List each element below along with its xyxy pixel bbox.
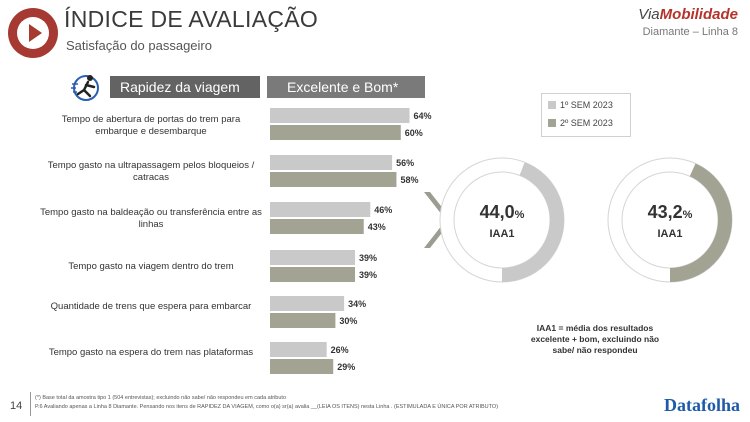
bar-s1 — [270, 342, 327, 357]
bar-s2 — [270, 313, 336, 328]
donut-2sem — [607, 157, 733, 283]
bar-s1 — [270, 250, 356, 265]
donut-label: IAA1 — [657, 228, 683, 240]
legend-swatch — [548, 101, 556, 109]
donut-segment — [440, 158, 564, 282]
donut-1sem — [439, 157, 565, 283]
brand-mobilidade: Mobilidade — [659, 6, 738, 23]
legend-swatch — [548, 119, 556, 127]
category-label: Tempo de abertura de portas do trem para… — [61, 114, 241, 137]
section-header: Rapidez da viagem — [110, 76, 260, 98]
legend-item-s1: 1º SEM 2023 — [548, 100, 613, 110]
page-number: 14 — [10, 400, 23, 412]
footnote-base: (*) Base total da amostra tipo 1 (504 en… — [35, 395, 287, 401]
bar-value-label: 56% — [396, 158, 414, 168]
line-info: Diamante – Linha 8 — [642, 26, 738, 38]
bar-s2 — [270, 125, 401, 140]
bar-value-label: 60% — [405, 128, 423, 138]
brand-logo: ViaMobilidade — [638, 6, 738, 23]
bar-value-label: 39% — [359, 270, 377, 280]
bar-s2 — [270, 172, 397, 187]
footnote-question: P.6 Avaliando apenas a Linha 8 Diamante.… — [35, 404, 499, 410]
donut-number: 43,2 — [647, 202, 683, 222]
bar-value-label: 30% — [339, 316, 357, 326]
category-label: Tempo gasto na espera do trem nas plataf… — [48, 347, 254, 358]
donut-segment — [608, 158, 732, 282]
bar-value-label: 58% — [400, 175, 418, 185]
category-label: Tempo gasto na baldeação ou transferênci… — [40, 207, 262, 230]
legend-label: 2º SEM 2023 — [560, 118, 613, 128]
bar-s1 — [270, 155, 393, 170]
donut-number: 44,0 — [479, 202, 515, 222]
bar-value-label: 39% — [359, 253, 377, 263]
donut-value: 44,0% — [457, 202, 547, 223]
play-icon — [17, 17, 49, 49]
donut-panel: 44,0% IAA1 43,2% IAA1 — [420, 150, 750, 290]
category-label: Quantidade de trens que espera para emba… — [50, 301, 252, 312]
page-subtitle: Satisfação do passageiro — [66, 38, 212, 53]
category-label: Tempo gasto na viagem dentro do trem — [68, 261, 234, 272]
bar-value-label: 64% — [414, 111, 432, 121]
legend: 1º SEM 2023 2º SEM 2023 — [541, 93, 631, 137]
bar-s2 — [270, 359, 334, 374]
bar-s2 — [270, 267, 356, 282]
bar-value-label: 46% — [374, 205, 392, 215]
bar-value-label: 43% — [368, 222, 386, 232]
bar-s1 — [270, 108, 410, 123]
datafolha-logo: Datafolha — [664, 395, 740, 415]
bar-value-label: 29% — [337, 362, 355, 372]
divider — [30, 392, 31, 416]
legend-item-s2: 2º SEM 2023 — [548, 118, 613, 128]
donut-pct: % — [682, 209, 693, 221]
runner-icon — [71, 75, 99, 101]
bar-value-label: 26% — [331, 345, 349, 355]
bar-s1 — [270, 296, 345, 311]
bar-s1 — [270, 202, 371, 217]
page-title: ÍNDICE DE AVALIAÇÃO — [64, 6, 319, 32]
bar-s2 — [270, 219, 364, 234]
chart-header: Excelente e Bom* — [267, 76, 425, 98]
iaa-note: IAA1 = média dos resultados excelente + … — [530, 323, 660, 355]
donut-value: 43,2% — [625, 202, 715, 223]
donut-label: IAA1 — [489, 228, 515, 240]
donut-pct: % — [514, 209, 525, 221]
brand-via: Via — [638, 6, 660, 23]
legend-label: 1º SEM 2023 — [560, 100, 613, 110]
logo-icon — [8, 8, 58, 58]
donut-charts — [424, 157, 733, 283]
category-label: Tempo gasto na ultrapassagem pelos bloqu… — [47, 160, 255, 183]
bar-value-label: 34% — [348, 299, 366, 309]
